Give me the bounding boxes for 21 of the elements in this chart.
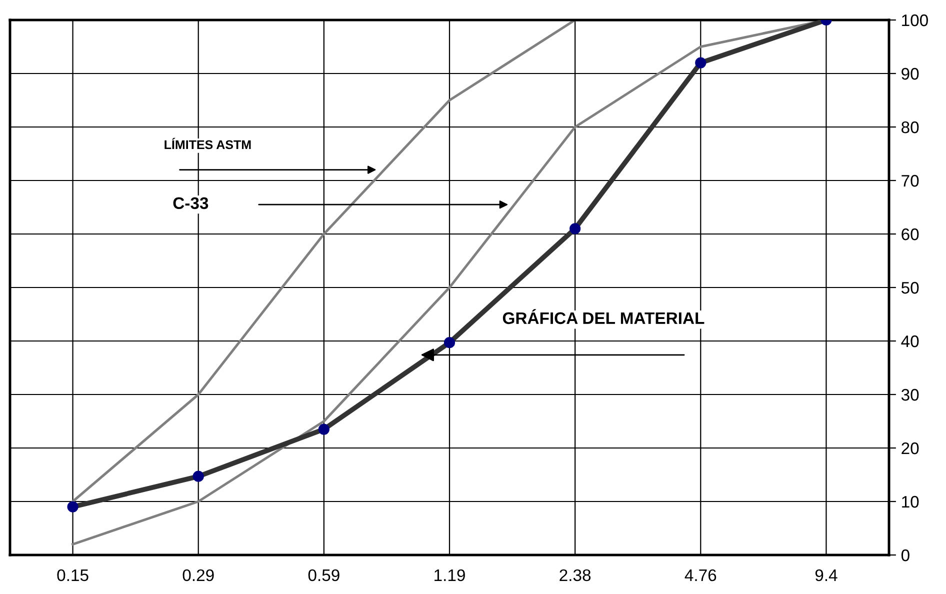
annotation: C-33 (173, 197, 208, 210)
y-tick-label: 40 (901, 335, 919, 348)
x-tick-label: 4.76 (684, 569, 716, 582)
y-tick-label: 60 (902, 228, 919, 240)
y-tick-label: 100 (902, 14, 928, 26)
y-tick-label: 20 (902, 442, 919, 454)
y-tick-label: 80 (902, 121, 919, 134)
y-tick-label: 10 (902, 496, 919, 508)
y-tick-label: 90 (902, 68, 919, 80)
annotation: GRÁFICA DEL MATERIAL (502, 309, 704, 324)
x-tick-label: 0.15 (57, 569, 88, 582)
y-tick-label: 50 (901, 282, 919, 294)
annotation: LÍMITES ASTM (164, 138, 251, 150)
y-tick-label: 0 (901, 549, 910, 562)
x-tick-label: 0.59 (308, 569, 340, 582)
x-tick-label: 9.4 (815, 569, 838, 582)
x-tick-label: 2.38 (560, 569, 591, 582)
y-tick-label: 30 (901, 388, 919, 401)
x-tick-label: 0.29 (182, 569, 214, 582)
x-tick-label: 1.19 (434, 569, 465, 582)
y-tick-label: 70 (902, 174, 919, 187)
